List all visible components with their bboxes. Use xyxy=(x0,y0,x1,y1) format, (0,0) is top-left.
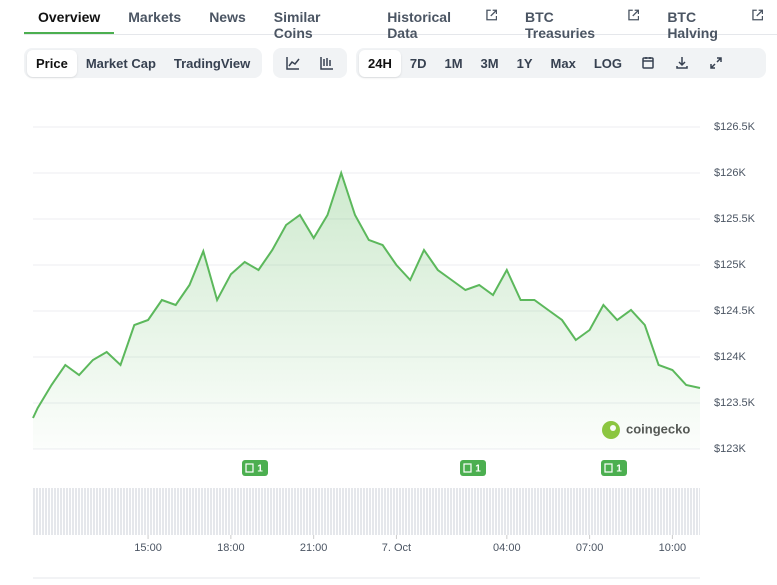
fullscreen-button[interactable] xyxy=(699,49,733,77)
tab-bar: Overview Markets News Similar Coins Hist… xyxy=(24,0,777,41)
y-tick-label: $124K xyxy=(714,351,746,363)
tab-label[interactable]: Similar Coins xyxy=(273,9,321,41)
tab-label[interactable]: BTC Halving xyxy=(667,9,718,41)
download-icon xyxy=(676,57,688,69)
event-icon xyxy=(245,463,254,473)
volume-area xyxy=(33,488,700,535)
event-icon xyxy=(463,463,472,473)
range-button[interactable]: 24H xyxy=(359,49,401,77)
line-chart-button[interactable] xyxy=(276,49,310,77)
chart-kind-group xyxy=(273,48,347,78)
tab[interactable]: News xyxy=(195,0,260,34)
tab[interactable]: BTC Treasuries xyxy=(511,0,653,41)
event-icon xyxy=(604,463,613,473)
data-kind-group: Price Market Cap TradingView xyxy=(24,48,263,78)
toggle[interactable]: TradingView xyxy=(173,55,251,71)
tab[interactable]: Historical Data xyxy=(373,0,511,41)
chart: coingecko $123K$123.5K$124K$124.5K$125K$… xyxy=(32,121,756,579)
area xyxy=(33,173,700,449)
tab[interactable]: Overview xyxy=(24,0,115,34)
price-line xyxy=(32,169,701,419)
y-tick-label: $123.5K xyxy=(714,397,756,409)
tab-label[interactable]: Markets xyxy=(128,9,182,25)
expand-icon xyxy=(710,57,722,69)
x-tick-label: 18:00 xyxy=(217,542,245,554)
candle-icon xyxy=(320,57,333,70)
range-button[interactable]: Max xyxy=(550,55,576,71)
tab-label[interactable]: Historical Data xyxy=(387,9,451,41)
x-tick-label: 04:00 xyxy=(493,542,521,554)
event-count: 1 xyxy=(616,464,622,475)
y-tick-label: $124.5K xyxy=(714,305,756,317)
external-icon xyxy=(485,9,497,21)
download-button[interactable] xyxy=(665,49,699,77)
event-marker: 1 xyxy=(601,460,627,476)
tab-label[interactable]: BTC Treasuries xyxy=(525,9,596,41)
range-button[interactable]: 1Y xyxy=(516,55,533,71)
x-tick-label: 07:00 xyxy=(576,542,604,554)
tab-label[interactable]: News xyxy=(209,9,246,25)
toggle[interactable]: Market Cap xyxy=(85,55,156,71)
y-tick-label: $125K xyxy=(714,259,746,271)
range-group: 24H 7D 1M 3M 1Y Max LOG xyxy=(356,48,766,78)
y-tick-label: $126K xyxy=(714,167,746,179)
x-tick-label: 21:00 xyxy=(300,542,328,554)
range-button[interactable]: 1M xyxy=(444,55,463,71)
calendar-icon xyxy=(642,57,654,69)
range-button[interactable]: 3M xyxy=(480,55,499,71)
external-icon xyxy=(628,9,640,21)
y-tick-label: $126.5K xyxy=(714,121,756,133)
event-marker: 1 xyxy=(242,460,268,476)
y-tick-label: $123K xyxy=(714,443,746,455)
tab-label[interactable]: Overview xyxy=(38,9,101,25)
y-tick-label: $125.5K xyxy=(714,213,756,225)
log-button[interactable]: LOG xyxy=(593,55,622,71)
event-count: 1 xyxy=(475,464,481,475)
tab[interactable]: BTC Halving xyxy=(653,0,777,41)
line-icon xyxy=(286,57,300,70)
x-tick-label: 7. Oct xyxy=(382,542,411,554)
tab[interactable]: Similar Coins xyxy=(260,0,373,41)
event-count: 1 xyxy=(257,464,263,475)
calendar-button[interactable] xyxy=(631,49,665,77)
x-tick-label: 15:00 xyxy=(134,542,162,554)
toggle[interactable]: Price xyxy=(27,49,77,77)
candle-chart-button[interactable] xyxy=(310,49,344,77)
event-marker: 1 xyxy=(460,460,486,476)
external-icon xyxy=(751,9,763,21)
tab[interactable]: Markets xyxy=(114,0,195,34)
range-button[interactable]: 7D xyxy=(409,55,427,71)
x-tick-label: 10:00 xyxy=(659,542,687,554)
